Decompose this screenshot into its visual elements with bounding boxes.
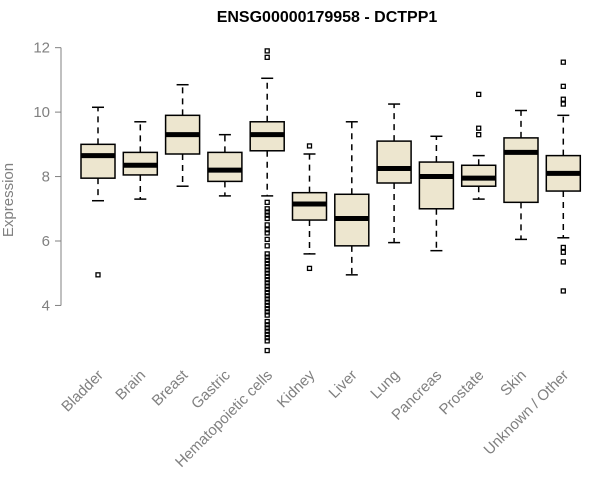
outlier-point bbox=[264, 302, 270, 309]
outlier-point bbox=[264, 286, 270, 292]
box-group-hematopoietic-cells bbox=[249, 48, 285, 354]
outlier-point bbox=[306, 265, 313, 272]
outlier-point bbox=[560, 244, 566, 251]
outlier-point bbox=[264, 335, 270, 341]
outlier-point bbox=[264, 277, 270, 283]
box-group-prostate bbox=[460, 91, 497, 200]
outlier-point bbox=[264, 289, 270, 296]
outlier-point bbox=[264, 260, 270, 267]
y-tick-label: 12 bbox=[33, 40, 50, 57]
outlier-point bbox=[264, 251, 270, 257]
box-group-skin bbox=[503, 109, 539, 241]
outlier-point bbox=[264, 54, 270, 60]
x-tick-label: Skin bbox=[497, 367, 530, 400]
y-tick-label: 4 bbox=[42, 297, 50, 314]
outlier-point bbox=[560, 83, 566, 89]
outlier-point bbox=[264, 264, 270, 270]
outlier-point bbox=[264, 293, 270, 299]
outlier-point bbox=[264, 325, 270, 331]
x-tick-label: Bladder bbox=[58, 367, 107, 416]
outlier-point bbox=[264, 215, 270, 222]
outlier-point bbox=[264, 230, 270, 236]
outlier-point bbox=[264, 306, 270, 312]
outlier-point bbox=[306, 143, 313, 149]
box-group-breast bbox=[164, 83, 201, 187]
outlier-point bbox=[264, 280, 270, 286]
outlier-point bbox=[560, 259, 566, 265]
iqr-box bbox=[503, 137, 539, 204]
iqr-box bbox=[207, 151, 243, 183]
outlier-point bbox=[264, 236, 270, 243]
box-group-pancreas bbox=[418, 135, 455, 252]
y-tick-label: 8 bbox=[42, 169, 50, 186]
chart-title: ENSG00000179958 - DCTPP1 bbox=[217, 9, 438, 26]
outlier-point bbox=[264, 331, 270, 338]
outlier-point bbox=[264, 222, 270, 228]
outlier-point bbox=[264, 322, 270, 328]
outlier-point bbox=[264, 296, 270, 302]
outlier-point bbox=[264, 283, 270, 289]
outlier-point bbox=[264, 257, 270, 263]
iqr-box bbox=[376, 140, 412, 184]
outlier-point bbox=[476, 125, 482, 131]
outlier-point bbox=[264, 338, 270, 344]
box-group-lung bbox=[376, 103, 412, 244]
outlier-point bbox=[264, 48, 270, 54]
outlier-point bbox=[264, 273, 270, 280]
box-group-gastric bbox=[207, 133, 243, 197]
outlier-point bbox=[264, 347, 270, 354]
y-axis: 4 6 8 10 12 bbox=[33, 40, 62, 314]
outlier-point bbox=[264, 206, 270, 212]
outlier-point bbox=[264, 312, 270, 318]
outlier-point bbox=[264, 209, 270, 215]
box-group-liver bbox=[334, 121, 370, 276]
outlier-point bbox=[264, 299, 270, 305]
x-tick-label: Liver bbox=[326, 367, 361, 402]
x-tick-label: Kidney bbox=[274, 366, 319, 411]
outlier-point bbox=[264, 227, 270, 233]
x-tick-label: Lung bbox=[367, 367, 403, 403]
plot-area bbox=[80, 48, 582, 354]
outlier-point bbox=[264, 270, 270, 276]
outlier-point bbox=[560, 249, 566, 255]
iqr-box bbox=[418, 161, 455, 210]
iqr-box bbox=[80, 143, 116, 179]
outlier-point bbox=[264, 243, 270, 249]
outlier-point bbox=[264, 328, 270, 334]
y-axis-label: Expression bbox=[0, 163, 17, 237]
box-group-bladder bbox=[80, 106, 116, 278]
outlier-point bbox=[264, 309, 270, 315]
outlier-point bbox=[476, 91, 482, 98]
x-tick-label: Prostate bbox=[436, 367, 488, 419]
x-tick-label: Brain bbox=[112, 367, 149, 404]
box-group-kidney bbox=[291, 143, 328, 272]
outlier-point bbox=[264, 267, 270, 273]
box-group-brain bbox=[122, 121, 159, 200]
outlier-point bbox=[560, 101, 566, 107]
box-group-unknown-other bbox=[545, 59, 582, 294]
outlier-point bbox=[264, 199, 270, 205]
outlier-point bbox=[264, 212, 270, 218]
outlier-point bbox=[264, 318, 270, 325]
x-tick-label: Breast bbox=[149, 366, 192, 409]
y-tick-label: 10 bbox=[33, 104, 50, 121]
outlier-point bbox=[264, 254, 270, 260]
outlier-point bbox=[476, 132, 482, 138]
outlier-point bbox=[560, 59, 566, 65]
outlier-point bbox=[560, 96, 566, 102]
outlier-point bbox=[95, 272, 101, 278]
outlier-point bbox=[560, 288, 566, 294]
y-tick-label: 6 bbox=[42, 233, 50, 250]
